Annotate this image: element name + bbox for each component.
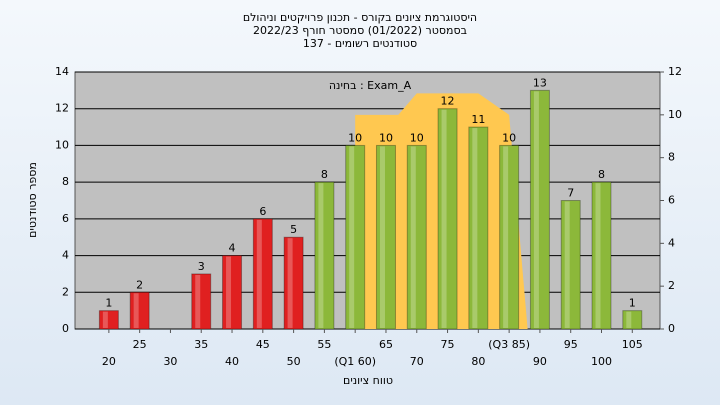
bar [560, 200, 581, 330]
value-label: 12 [441, 95, 455, 108]
bar-shine [472, 128, 478, 328]
value-label: 8 [598, 168, 605, 181]
bar-shine [441, 109, 447, 328]
bar-shine [533, 91, 539, 328]
value-label: 5 [290, 223, 297, 236]
y-tick-label: 12 [55, 102, 69, 115]
value-label: 7 [567, 187, 574, 200]
bar [499, 144, 520, 330]
bar-shine [595, 183, 601, 328]
x-tick-label: 90 [533, 355, 547, 368]
value-label: 6 [259, 205, 266, 218]
x-tick-label: 65 [379, 338, 393, 351]
x-tick-label: 75 [441, 338, 455, 351]
y-tick-label: 0 [62, 322, 69, 335]
y-tick-label: 2 [62, 285, 69, 298]
value-label: 1 [105, 297, 112, 310]
bar-shine [564, 201, 570, 328]
value-label: 2 [136, 278, 143, 291]
y-tick-label: 14 [55, 65, 69, 78]
y-tick-label: 6 [62, 212, 69, 225]
x-tick-label: (Q3 85) [488, 338, 530, 351]
y2-tick-label: 0 [668, 322, 675, 335]
x-tick-label: 100 [591, 355, 612, 368]
value-label: 10 [379, 131, 393, 144]
x-tick-label: (Q1 60) [334, 355, 376, 368]
bar [437, 108, 458, 330]
x-tick-label: 70 [410, 355, 424, 368]
value-label: 10 [348, 131, 362, 144]
x-tick-label: 95 [564, 338, 578, 351]
bar [468, 126, 489, 330]
chart-subtitle: בסמסטר (01/2022) סמסטר חורף 2022/23 [253, 24, 467, 37]
bar [406, 144, 427, 330]
bar-shine [133, 293, 139, 328]
bar [191, 273, 212, 330]
bar [283, 236, 304, 330]
bar [529, 89, 550, 330]
bar-shine [318, 183, 324, 328]
x-tick-label: 40 [225, 355, 239, 368]
x-tick-label: 45 [256, 338, 270, 351]
x-tick-label: 20 [102, 355, 116, 368]
bar-shine [256, 219, 262, 328]
y2-tick-label: 6 [668, 194, 675, 207]
y-tick-label: 4 [62, 249, 69, 262]
bar [314, 181, 335, 330]
value-label: 10 [410, 131, 424, 144]
x-tick-label: 35 [194, 338, 208, 351]
bar [591, 181, 612, 330]
bar [622, 310, 643, 330]
value-label: 10 [502, 131, 516, 144]
y-axis-label: מספר סטודנטים [26, 162, 39, 238]
bar [222, 255, 243, 330]
bar-shine [410, 146, 416, 328]
value-label: 3 [198, 260, 205, 273]
y2-tick-label: 12 [668, 65, 682, 78]
bar-shine [503, 146, 509, 328]
x-tick-label: 55 [317, 338, 331, 351]
x-tick-label: 80 [471, 355, 485, 368]
bar-shine [195, 274, 201, 328]
bar-shine [626, 311, 632, 328]
x-tick-label: 50 [287, 355, 301, 368]
annotation: בחינה : Exam_A [329, 79, 412, 92]
y2-tick-label: 8 [668, 151, 675, 164]
value-label: 1 [629, 297, 636, 310]
bar-shine [102, 311, 108, 328]
bar [98, 310, 119, 330]
x-tick-label: 105 [622, 338, 643, 351]
y2-tick-label: 2 [668, 279, 675, 292]
y2-tick-label: 4 [668, 236, 675, 249]
y2-tick-label: 10 [668, 108, 682, 121]
bar-shine [349, 146, 355, 328]
bar-shine [287, 238, 293, 328]
bar [252, 218, 273, 330]
y-tick-label: 8 [62, 175, 69, 188]
bar-shine [379, 146, 385, 328]
bar [129, 291, 150, 330]
value-label: 13 [533, 76, 547, 89]
x-tick-label: 30 [163, 355, 177, 368]
chart-subtitle: סטודנטים רשומים - 137 [303, 37, 417, 50]
x-axis-label: טווח ציונים [343, 374, 393, 387]
value-label: 4 [229, 242, 236, 255]
bar-shine [226, 256, 232, 328]
value-label: 11 [471, 113, 485, 126]
bar [375, 144, 396, 330]
y-tick-label: 10 [55, 138, 69, 151]
value-label: 8 [321, 168, 328, 181]
x-tick-label: 25 [133, 338, 147, 351]
bar [345, 144, 366, 330]
chart-title: היסטוגרמת ציונים בקורס - תכנון פרויקטים … [243, 11, 477, 24]
